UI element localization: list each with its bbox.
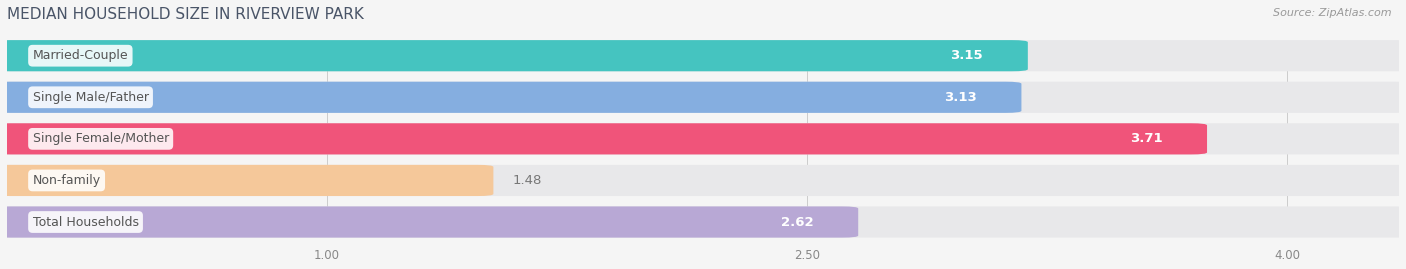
- FancyBboxPatch shape: [0, 82, 1406, 113]
- Text: 1.48: 1.48: [513, 174, 541, 187]
- Text: Single Female/Mother: Single Female/Mother: [32, 132, 169, 145]
- Text: 3.13: 3.13: [943, 91, 977, 104]
- FancyBboxPatch shape: [0, 123, 1406, 154]
- FancyBboxPatch shape: [0, 123, 1206, 154]
- Text: Single Male/Father: Single Male/Father: [32, 91, 149, 104]
- Text: Married-Couple: Married-Couple: [32, 49, 128, 62]
- FancyBboxPatch shape: [0, 206, 1406, 238]
- Text: Source: ZipAtlas.com: Source: ZipAtlas.com: [1274, 8, 1392, 18]
- FancyBboxPatch shape: [0, 165, 1406, 196]
- FancyBboxPatch shape: [0, 165, 494, 196]
- FancyBboxPatch shape: [0, 82, 1021, 113]
- FancyBboxPatch shape: [0, 206, 858, 238]
- Text: 3.15: 3.15: [950, 49, 983, 62]
- FancyBboxPatch shape: [0, 40, 1406, 71]
- FancyBboxPatch shape: [0, 40, 1028, 71]
- Text: Total Households: Total Households: [32, 215, 139, 229]
- Text: MEDIAN HOUSEHOLD SIZE IN RIVERVIEW PARK: MEDIAN HOUSEHOLD SIZE IN RIVERVIEW PARK: [7, 7, 364, 22]
- Text: 3.71: 3.71: [1129, 132, 1163, 145]
- Text: 2.62: 2.62: [780, 215, 814, 229]
- Text: Non-family: Non-family: [32, 174, 101, 187]
